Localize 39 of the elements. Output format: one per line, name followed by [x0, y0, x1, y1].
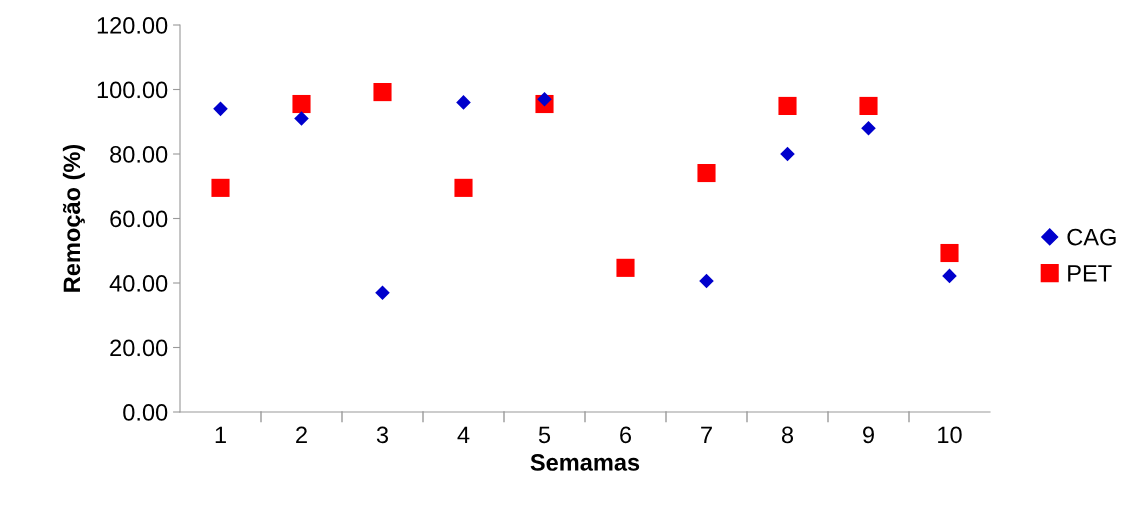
- y-tick-label: 20.00: [110, 339, 168, 357]
- point: [292, 94, 311, 114]
- x-tick-label: 6: [620, 426, 632, 444]
- x-tick-label: 8: [781, 426, 794, 444]
- y-tick-label: 40.00: [109, 275, 168, 292]
- x-tick-label: 3: [376, 426, 389, 444]
- x-tick-label: 9: [863, 426, 874, 444]
- point: [373, 83, 392, 102]
- x-tick-label: 4: [457, 426, 470, 443]
- point: [294, 111, 309, 126]
- point: [859, 96, 878, 115]
- point: [942, 268, 957, 284]
- y-tick-label: 80.00: [110, 146, 168, 163]
- y-tick-label: 60.00: [110, 210, 168, 228]
- x-axis-title: Semamas: [530, 454, 640, 471]
- point: [213, 101, 228, 117]
- x-tick-label: 10: [938, 426, 962, 444]
- x-tick-label: 5: [538, 426, 551, 444]
- point: [454, 178, 473, 197]
- point: [616, 258, 635, 277]
- y-tick-label: 100.00: [97, 81, 168, 99]
- point: [375, 285, 390, 300]
- point: [940, 243, 959, 263]
- y-tick-label: 0.00: [123, 404, 168, 421]
- point: [861, 120, 876, 136]
- point: [778, 96, 797, 115]
- point: [697, 163, 716, 183]
- point: [780, 146, 795, 162]
- point: [456, 95, 471, 110]
- legend-label: CAG: [1067, 228, 1116, 246]
- point: [537, 91, 552, 107]
- y-axis-title: Remoção (%): [62, 144, 85, 292]
- x-tick-label: 2: [296, 426, 307, 443]
- legend-label: PET: [1068, 265, 1112, 282]
- point: [211, 178, 230, 197]
- x-tick-label: 1: [215, 426, 226, 443]
- point: [699, 273, 714, 289]
- y-tick-label: 120.00: [97, 17, 168, 34]
- x-tick-label: 7: [701, 426, 712, 443]
